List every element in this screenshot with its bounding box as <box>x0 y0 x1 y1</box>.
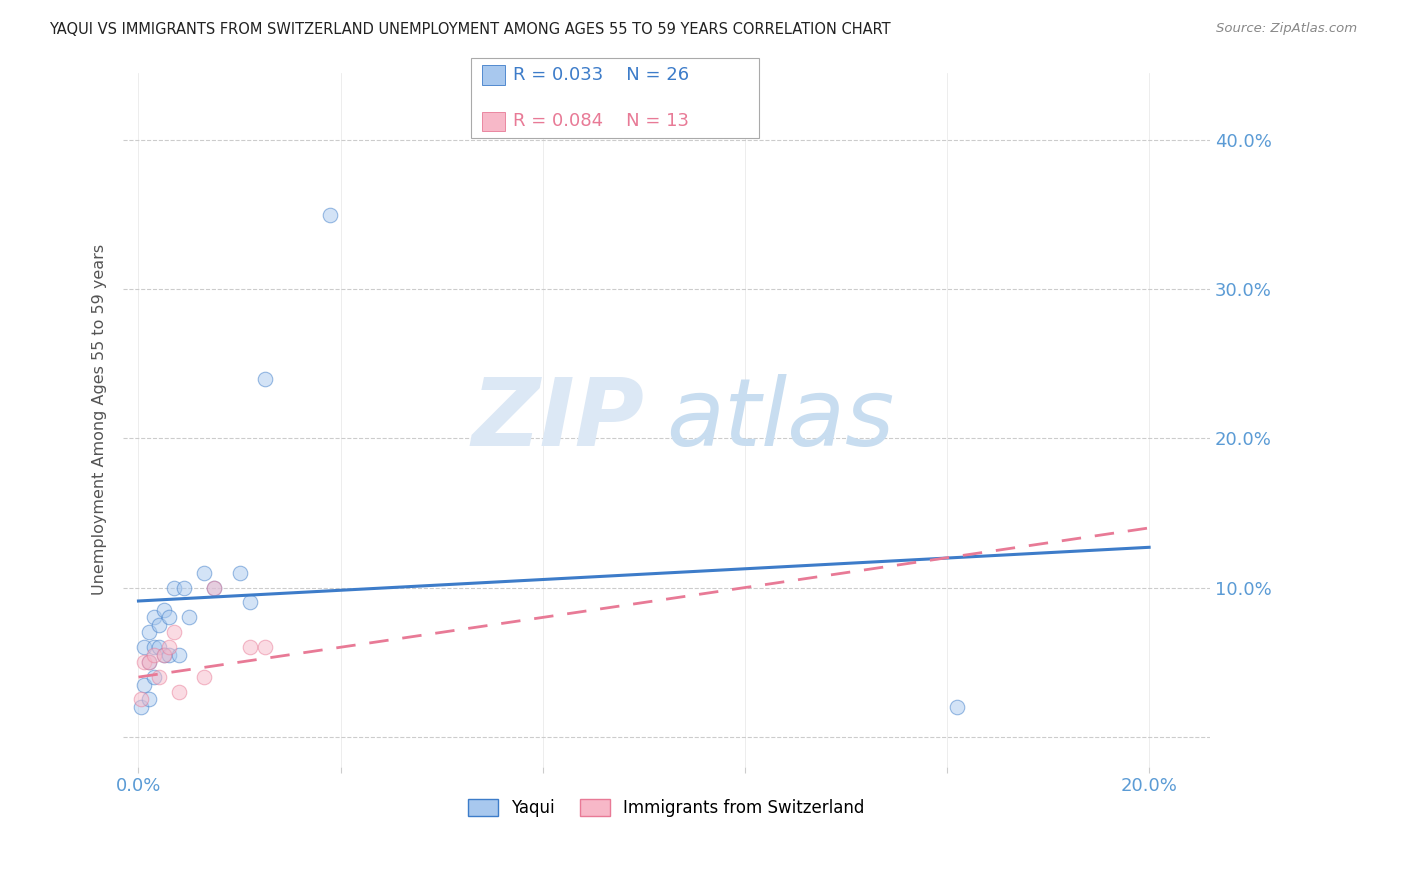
Point <box>148 618 170 632</box>
Point <box>148 640 170 655</box>
Point <box>132 640 155 655</box>
Point <box>142 610 165 624</box>
Point <box>253 640 276 655</box>
Point <box>157 610 180 624</box>
Text: ZIP: ZIP <box>472 374 645 466</box>
Point <box>129 692 152 706</box>
Point <box>319 208 342 222</box>
Point <box>157 648 180 662</box>
Point <box>148 670 170 684</box>
Point <box>152 648 174 662</box>
Point <box>202 581 225 595</box>
Legend: Yaqui, Immigrants from Switzerland: Yaqui, Immigrants from Switzerland <box>461 793 872 824</box>
Point <box>177 610 200 624</box>
Point <box>253 372 276 386</box>
Point <box>946 699 969 714</box>
Point <box>193 566 215 580</box>
Point <box>142 648 165 662</box>
Point <box>152 603 174 617</box>
Text: atlas: atlas <box>666 375 894 466</box>
Point <box>152 648 174 662</box>
Point <box>157 640 180 655</box>
Point <box>163 581 186 595</box>
Point <box>142 670 165 684</box>
Text: R = 0.033    N = 26: R = 0.033 N = 26 <box>513 66 689 84</box>
Point <box>167 685 190 699</box>
Point <box>132 677 155 691</box>
Point <box>167 648 190 662</box>
Point <box>239 640 262 655</box>
Text: R = 0.084    N = 13: R = 0.084 N = 13 <box>513 112 689 130</box>
Point <box>193 670 215 684</box>
Point <box>202 581 225 595</box>
Point <box>129 699 152 714</box>
Point <box>138 625 160 640</box>
Text: Source: ZipAtlas.com: Source: ZipAtlas.com <box>1216 22 1357 36</box>
Point <box>138 692 160 706</box>
Point <box>163 625 186 640</box>
Point <box>138 655 160 669</box>
Point <box>239 595 262 609</box>
Point <box>142 640 165 655</box>
Text: YAQUI VS IMMIGRANTS FROM SWITZERLAND UNEMPLOYMENT AMONG AGES 55 TO 59 YEARS CORR: YAQUI VS IMMIGRANTS FROM SWITZERLAND UNE… <box>49 22 891 37</box>
Point <box>132 655 155 669</box>
Point <box>138 655 160 669</box>
Y-axis label: Unemployment Among Ages 55 to 59 years: Unemployment Among Ages 55 to 59 years <box>93 244 107 595</box>
Point <box>173 581 195 595</box>
Point <box>228 566 250 580</box>
